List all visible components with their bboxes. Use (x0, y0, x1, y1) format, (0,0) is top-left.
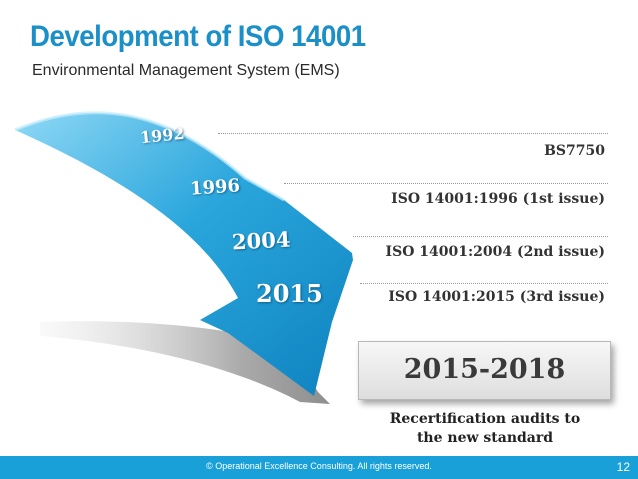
page-title: Development of ISO 14001 (30, 20, 366, 53)
leader-line (218, 133, 608, 134)
transition-period-box: 2015-2018 (358, 341, 611, 400)
caption-line-2: the new standard (416, 430, 554, 446)
page-number: 12 (616, 460, 630, 474)
leader-line (360, 283, 608, 284)
curved-arrow (15, 112, 353, 396)
milestone-label-2004: ISO 14001:2004 (2nd issue) (385, 244, 605, 260)
milestone-label-1996: ISO 14001:1996 (1st issue) (391, 191, 605, 207)
year-1996: 1996 (189, 175, 241, 200)
year-2015: 2015 (256, 279, 323, 308)
leader-line (353, 236, 608, 237)
milestone-label-2015: ISO 14001:2015 (3rd issue) (388, 289, 605, 305)
year-2004: 2004 (231, 226, 292, 255)
page-subtitle: Environmental Management System (EMS) (32, 62, 340, 79)
footer-copyright: © Operational Excellence Consulting. All… (206, 461, 432, 471)
footer-bar: © Operational Excellence Consulting. All… (0, 456, 638, 479)
milestone-label-bs7750: BS7750 (544, 143, 605, 159)
transition-caption: Recertification audits to the new standa… (360, 410, 610, 448)
transition-period-text: 2015-2018 (403, 354, 566, 385)
caption-line-1: Recertification audits to (389, 411, 581, 427)
leader-line (284, 183, 608, 184)
